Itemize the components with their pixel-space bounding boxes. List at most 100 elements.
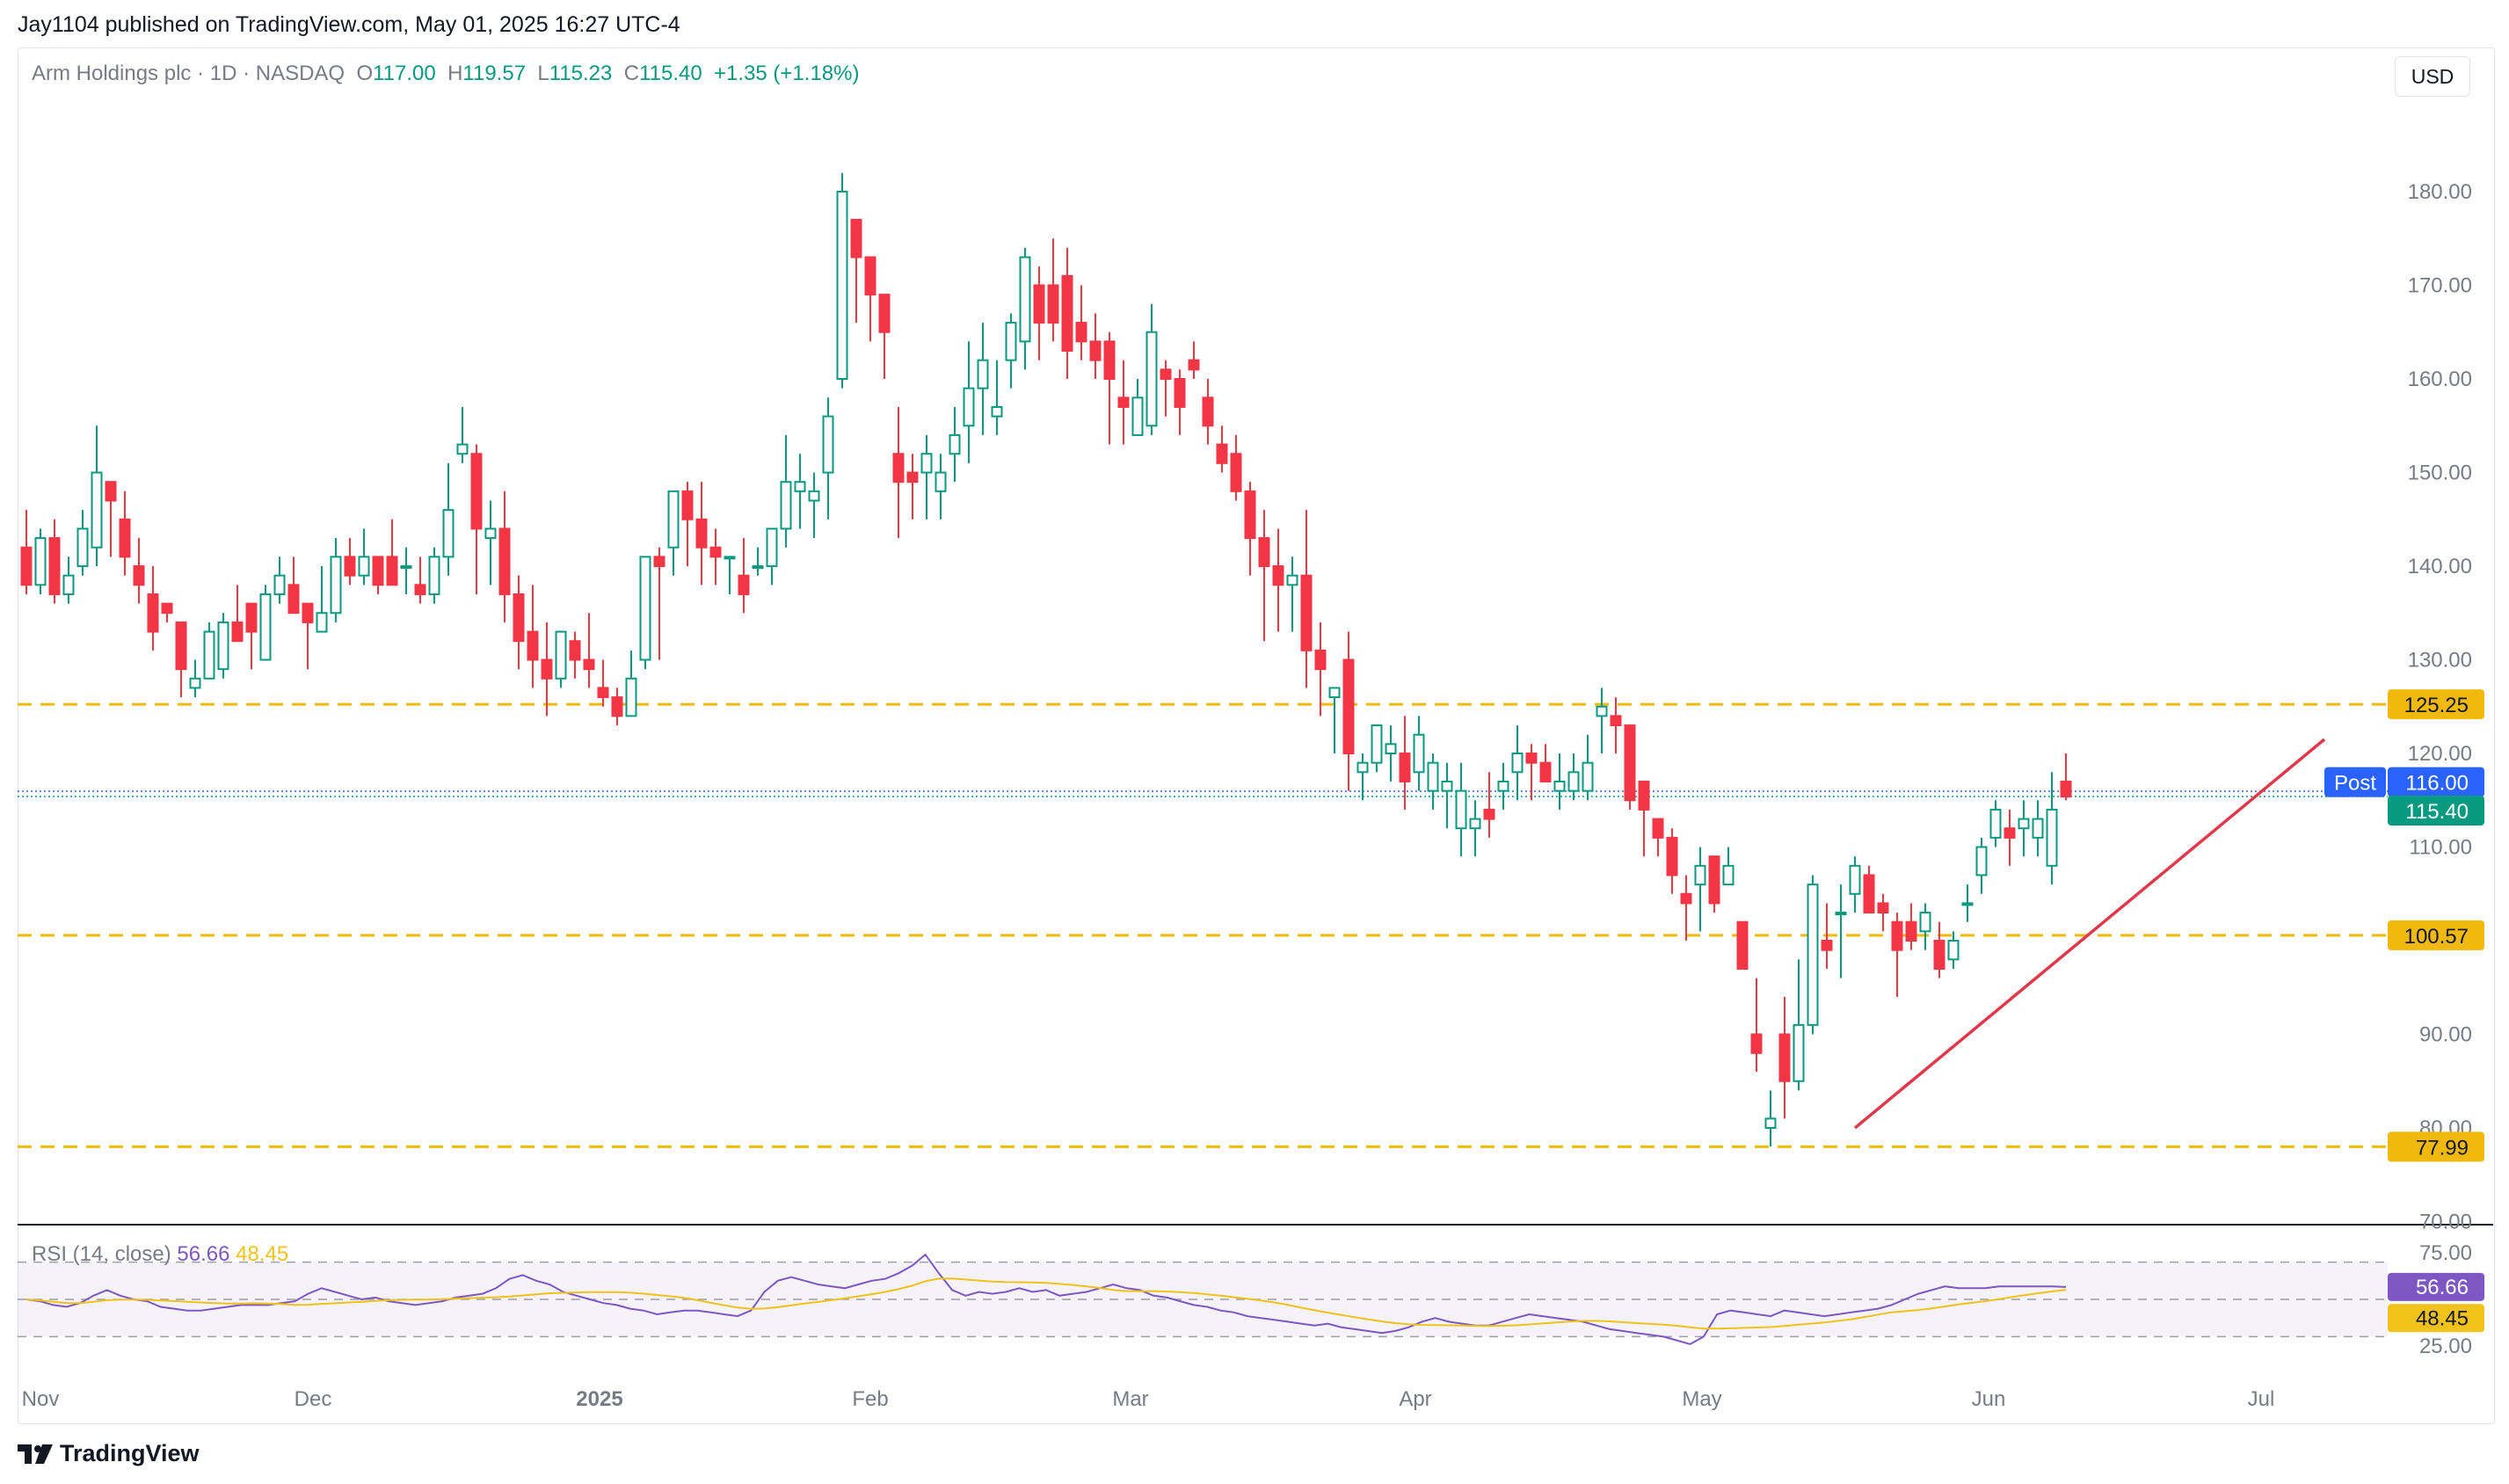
- horizontal-levels: [18, 702, 2388, 1148]
- symbol-legend: Arm Holdings plc · 1D · NASDAQ O117.00 H…: [32, 62, 859, 86]
- price-axis: 70.0080.0090.00100.00110.00120.00130.001…: [2408, 180, 2472, 1358]
- post-price-tag: 116.00: [2405, 772, 2469, 796]
- candle-body: [808, 490, 820, 502]
- tradingview-logo[interactable]: TradingView: [18, 1440, 200, 1467]
- rsi-value-tag: 56.66: [2416, 1276, 2469, 1299]
- time-tick-label: Nov: [22, 1387, 60, 1411]
- candle-body: [1413, 733, 1425, 774]
- candle-body: [681, 490, 694, 520]
- candle-body: [935, 471, 947, 492]
- candle-body: [1610, 715, 1622, 727]
- candle-body: [302, 602, 314, 623]
- candle-body: [822, 415, 834, 474]
- currency-button[interactable]: USD: [2395, 56, 2470, 97]
- candle-body: [1989, 808, 2002, 839]
- candle-body: [62, 574, 75, 595]
- candle-body: [611, 696, 623, 717]
- price-tick-label: 150.00: [2408, 462, 2472, 485]
- post-price-tag-bg: [2388, 767, 2484, 797]
- candle-body: [1202, 396, 1214, 427]
- candle-body: [1891, 920, 1903, 951]
- candle-body: [161, 602, 173, 615]
- candle-body: [372, 556, 384, 586]
- candle-body: [1511, 753, 1524, 774]
- change-value: +1.35 (+1.18%): [714, 62, 860, 85]
- level-tag-100: 100.57: [2404, 925, 2469, 949]
- candle-body: [667, 490, 680, 549]
- candle-body: [653, 556, 665, 567]
- candle-body: [428, 556, 440, 595]
- candle-body: [949, 433, 961, 455]
- candle-body: [1666, 836, 1678, 877]
- candle-body: [1539, 761, 1552, 782]
- candle-body: [1216, 443, 1228, 464]
- candle-body: [850, 218, 862, 258]
- candle-body: [175, 621, 187, 671]
- candle-body: [484, 527, 497, 540]
- time-tick-label: Jul: [2248, 1387, 2275, 1411]
- candle-body: [1933, 940, 1945, 970]
- candle-body: [1975, 846, 1988, 877]
- candle-body: [878, 294, 891, 333]
- candle-body: [470, 453, 483, 530]
- candle-body: [1160, 368, 1172, 381]
- candle-body: [189, 677, 201, 689]
- candle-body: [1314, 649, 1327, 671]
- candle-body: [1567, 771, 1580, 792]
- candle-body: [1174, 378, 1186, 408]
- candle-body: [1553, 780, 1566, 792]
- candle-body: [442, 509, 455, 558]
- level-tag-78: 77.99: [2416, 1136, 2469, 1160]
- rsi-line: [25, 1253, 2067, 1345]
- candle-body: [2004, 827, 2016, 839]
- candle-body: [259, 593, 272, 661]
- candle-body: [91, 471, 103, 549]
- candle-body: [1919, 912, 1931, 933]
- candle-body: [1793, 1023, 1805, 1082]
- trendline-layer: [1853, 738, 2326, 1130]
- candle-body: [1596, 705, 1608, 717]
- price-tick-label: 90.00: [2419, 1023, 2472, 1047]
- candle-body: [1258, 537, 1270, 567]
- candle-body: [456, 443, 469, 455]
- candle-body: [1764, 1117, 1777, 1129]
- candle-body: [527, 630, 539, 661]
- close-price-tag-bg: [2388, 795, 2484, 826]
- candle-body: [1356, 761, 1369, 774]
- candle-body: [48, 537, 61, 595]
- candle-body: [1399, 753, 1411, 782]
- candle-body: [1722, 864, 1734, 886]
- candle-body: [1652, 818, 1664, 839]
- rsi-tick-label: 75.00: [2419, 1241, 2472, 1265]
- candle-body: [780, 481, 792, 530]
- candle-body: [1075, 322, 1087, 343]
- rsi-legend-ma: 48.45: [236, 1242, 288, 1266]
- rsi-ma-line: [25, 1277, 2067, 1330]
- candle-body: [1117, 396, 1130, 408]
- price-tags: 125.25 100.57 77.99 Post 116.00 115.40 56.66 48…: [2324, 689, 2484, 1333]
- post-label-bg: [2324, 767, 2386, 797]
- publisher-header: Jay1104 published on TradingView.com, Ma…: [18, 12, 680, 37]
- brand-label: TradingView: [60, 1440, 200, 1466]
- high-value: 119.57: [462, 62, 527, 85]
- level-tag-100-bg: [2388, 920, 2484, 950]
- candle-body: [794, 481, 806, 492]
- chart-frame[interactable]: [18, 47, 2495, 1424]
- candle-body: [1441, 780, 1453, 792]
- candle-body: [1469, 818, 1481, 830]
- candle-body: [203, 630, 215, 680]
- candle-body: [1089, 340, 1102, 361]
- candle-body: [1230, 453, 1242, 492]
- candle-body: [836, 191, 848, 380]
- candle-body: [709, 546, 722, 558]
- low-label: L: [537, 62, 549, 85]
- candle-body: [1638, 780, 1650, 811]
- open-value: 117.00: [373, 62, 436, 85]
- tradingview-logo-icon: [18, 1444, 53, 1464]
- candle-body: [513, 593, 525, 643]
- candle-body: [583, 658, 595, 671]
- candle-body: [569, 640, 581, 661]
- candle-body: [287, 584, 300, 615]
- candle-body: [1807, 884, 1819, 1026]
